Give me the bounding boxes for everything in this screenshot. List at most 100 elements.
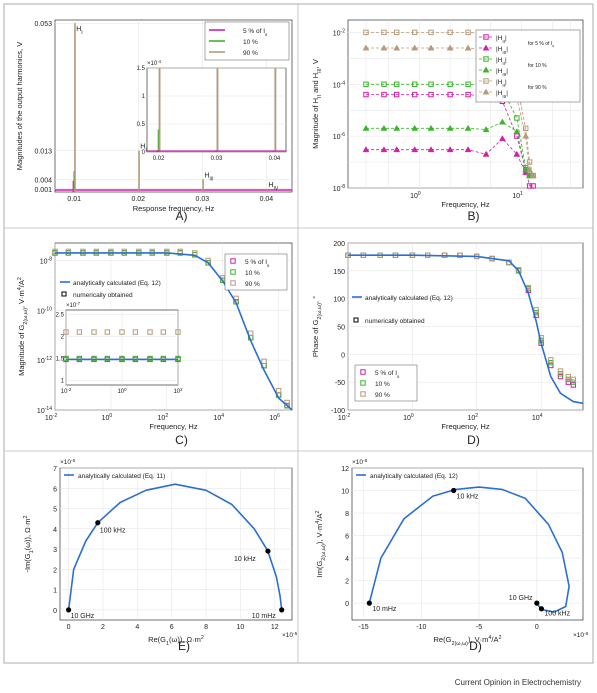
panel-a-peak-label-2: HIII bbox=[204, 172, 213, 182]
panel-f-xtick-2: -5 bbox=[476, 624, 482, 631]
panel-b-ytick-2: 10-4 bbox=[333, 80, 345, 89]
panel-e-ylabel: -Im(G1(ω)), Ω·m2 bbox=[23, 515, 35, 572]
panel-b-legend-text-2-part-0: |H bbox=[496, 57, 503, 64]
panel-d-legend-text-2: 90 % bbox=[375, 392, 390, 399]
panel-a-legend-text-1: 10 % bbox=[243, 39, 258, 46]
panel-f-y-exponent: ×10-8 bbox=[352, 458, 368, 467]
panel-b-ytick-0-part-1: -8 bbox=[341, 184, 346, 190]
panel-a-xtick-2: 0.03 bbox=[196, 196, 210, 203]
panel-b-legend-text-5-part-2: | bbox=[506, 90, 508, 97]
panel-e-xlabel-part-2: (ω)), Ω·m bbox=[169, 635, 201, 644]
panel-d-marker-s1-16 bbox=[557, 371, 564, 377]
panel-a-ytick-1: 0.004 bbox=[34, 177, 52, 184]
panel-f-x-exponent-part-1: -8 bbox=[584, 631, 589, 636]
panel-d-ytick-5: 150 bbox=[333, 269, 345, 276]
panel-f-point-3 bbox=[538, 606, 545, 612]
panel-f: 10 mHz 10 kHz 10 GHz 100 kHz -15 -10 -5 0 0 2 4 6 8 1… bbox=[315, 458, 589, 654]
outer-frame bbox=[3, 3, 594, 664]
panel-e-y-exponent-part-0: ×10 bbox=[60, 459, 71, 466]
panel-b-legend-note-4-part-0: for 90 % bbox=[528, 85, 547, 91]
panel-c-inset-xtick-0-part-1: -2 bbox=[67, 387, 71, 392]
panel-a-legend-text-0: 5 % of Is bbox=[243, 28, 268, 37]
panel-a-peak-label-0-part-0: H bbox=[76, 26, 81, 33]
panel-a-inset-ytick-3: 1.5 bbox=[137, 66, 146, 72]
panel-b-marker-s4-2 bbox=[394, 29, 400, 36]
panel-f-ytick-2: 4 bbox=[345, 556, 349, 563]
panel-b-ylabel-part-0: Magnitude of H bbox=[311, 98, 320, 149]
panel-c-marker-s2-15 bbox=[261, 358, 267, 364]
panel-b-legend-text-0-part-1: II bbox=[502, 39, 505, 44]
panel-f-ylabel-part-2: (ω,ω) bbox=[321, 544, 327, 558]
panel-b-marker-s1-9 bbox=[513, 150, 521, 157]
panel-c-ylabel-part-2: (ω,ω) bbox=[23, 308, 29, 322]
panel-e-x-exponent-part-0: ×10 bbox=[282, 632, 293, 639]
panel-d-xlabel: Frequency, Hz bbox=[441, 422, 489, 431]
panel-c-ylabel-part-4: 4 bbox=[17, 287, 23, 290]
panel-f-ytick-6: 12 bbox=[341, 466, 349, 473]
panel-c-inset-marker-s2-5 bbox=[132, 329, 139, 335]
panel-c-inset-marker-s1-4 bbox=[119, 355, 125, 362]
panel-a-ytick-0: 0.001 bbox=[34, 187, 52, 194]
panel-c-inset-ytick-1: 1.5 bbox=[56, 357, 65, 363]
panel-c-inset-marker-s1-1 bbox=[76, 355, 83, 362]
panel-d-legend-marker-2 bbox=[360, 391, 366, 397]
panel-e-xlabel-part-1: 1 bbox=[166, 641, 169, 647]
panel-c-inset-ytick-2: 2 bbox=[61, 334, 65, 340]
panel-b-legend-marker-5 bbox=[482, 88, 490, 95]
panel-a-peak-label-3-part-1: IV bbox=[273, 186, 278, 192]
panel-b-marker-s1-7 bbox=[482, 150, 490, 157]
panel-f-xlabel-part-4: 4 bbox=[488, 635, 491, 641]
panel-b-marker-s5-10 bbox=[522, 132, 530, 139]
panel-b-marker-s3-4 bbox=[427, 124, 435, 131]
panel-d-marker-s2-15 bbox=[548, 357, 554, 363]
panel-b-legend-text-1-part-2: | bbox=[506, 46, 508, 53]
panel-f-xlabel: Re(G2(ω,ω)), V·m4/A2 bbox=[434, 635, 502, 647]
panel-e-xtick-6: 12 bbox=[271, 624, 279, 631]
panel-c-xlabel: Frequency, Hz bbox=[149, 422, 197, 431]
panel-d-ytick-1: -50 bbox=[335, 380, 345, 387]
panel-b-marker-s2-0 bbox=[363, 81, 369, 87]
panel-b-line-4 bbox=[366, 32, 534, 176]
panel-b-legend-marker-1 bbox=[482, 44, 490, 51]
panel-d-legend-analytic-text: analytically calculated (Eq. 12) bbox=[365, 295, 453, 302]
panel-b-legend-text-5-part-1: III bbox=[502, 94, 506, 99]
panel-b-marker-s2-5 bbox=[447, 81, 453, 87]
panel-d-xtick-0-part-1: -2 bbox=[346, 413, 351, 419]
panel-d-xtick-1: 100 bbox=[403, 413, 414, 422]
panel-b-marker-s1-8 bbox=[498, 135, 506, 142]
panel-f-point-label-3: 100 kHz bbox=[544, 611, 570, 618]
panel-c-legend-text-1: 10 % bbox=[245, 270, 260, 277]
panel-e-x-exponent-part-1: -5 bbox=[293, 631, 298, 636]
panel-a-legend-text-2-part-0: 90 % bbox=[243, 50, 258, 57]
panel-c-marker-s2-16 bbox=[275, 387, 282, 394]
panel-f-ylabel-part-0: Im(G bbox=[315, 561, 324, 578]
panel-a-legend-text-1-part-0: 10 % bbox=[243, 39, 258, 46]
panel-b-legend-note-2-part-0: for 10 % bbox=[528, 63, 547, 69]
panel-b-legend-text-4-part-0: |H bbox=[496, 79, 503, 86]
panel-b-marker-s3-1 bbox=[380, 124, 388, 131]
panel-d-xtick-0-part-0: 10 bbox=[338, 415, 346, 422]
panel-f-ylabel-part-5: /A bbox=[315, 514, 324, 521]
panel-a-legend-text-0-part-0: 5 % of I bbox=[243, 28, 265, 35]
panel-f-xlabel-part-1: 2 bbox=[451, 641, 454, 647]
panel-e-ytick-0: 0 bbox=[53, 608, 57, 615]
panel-b-marker-s0-2 bbox=[394, 91, 400, 98]
panel-f-point-2 bbox=[534, 600, 540, 606]
panel-b-legend-text-5-part-0: |H bbox=[496, 90, 503, 97]
panel-c-ytick-0-part-0: 10 bbox=[37, 408, 45, 415]
panel-e-point-label-1: 100 kHz bbox=[100, 528, 126, 535]
panel-c-ytick-1-part-0: 10 bbox=[37, 358, 45, 365]
panel-e-plot-area bbox=[59, 467, 293, 621]
panel-b-marker-s5-1 bbox=[380, 44, 388, 51]
panel-c-xtick-4-part-1: 6 bbox=[277, 413, 280, 419]
panel-d-xtick-1-part-0: 10 bbox=[403, 415, 411, 422]
panel-c-inset-xtick-0: 10-2 bbox=[61, 387, 72, 396]
panel-f-ytick-4: 8 bbox=[345, 511, 349, 518]
panel-e-ylabel-part-1: 1 bbox=[29, 550, 35, 553]
panel-f-analytic-line bbox=[368, 486, 570, 613]
panel-b-marker-s2-1 bbox=[381, 81, 387, 87]
panel-b-legend-text-0: |HII| bbox=[496, 35, 507, 44]
panel-b-marker-s0-5 bbox=[447, 91, 453, 98]
